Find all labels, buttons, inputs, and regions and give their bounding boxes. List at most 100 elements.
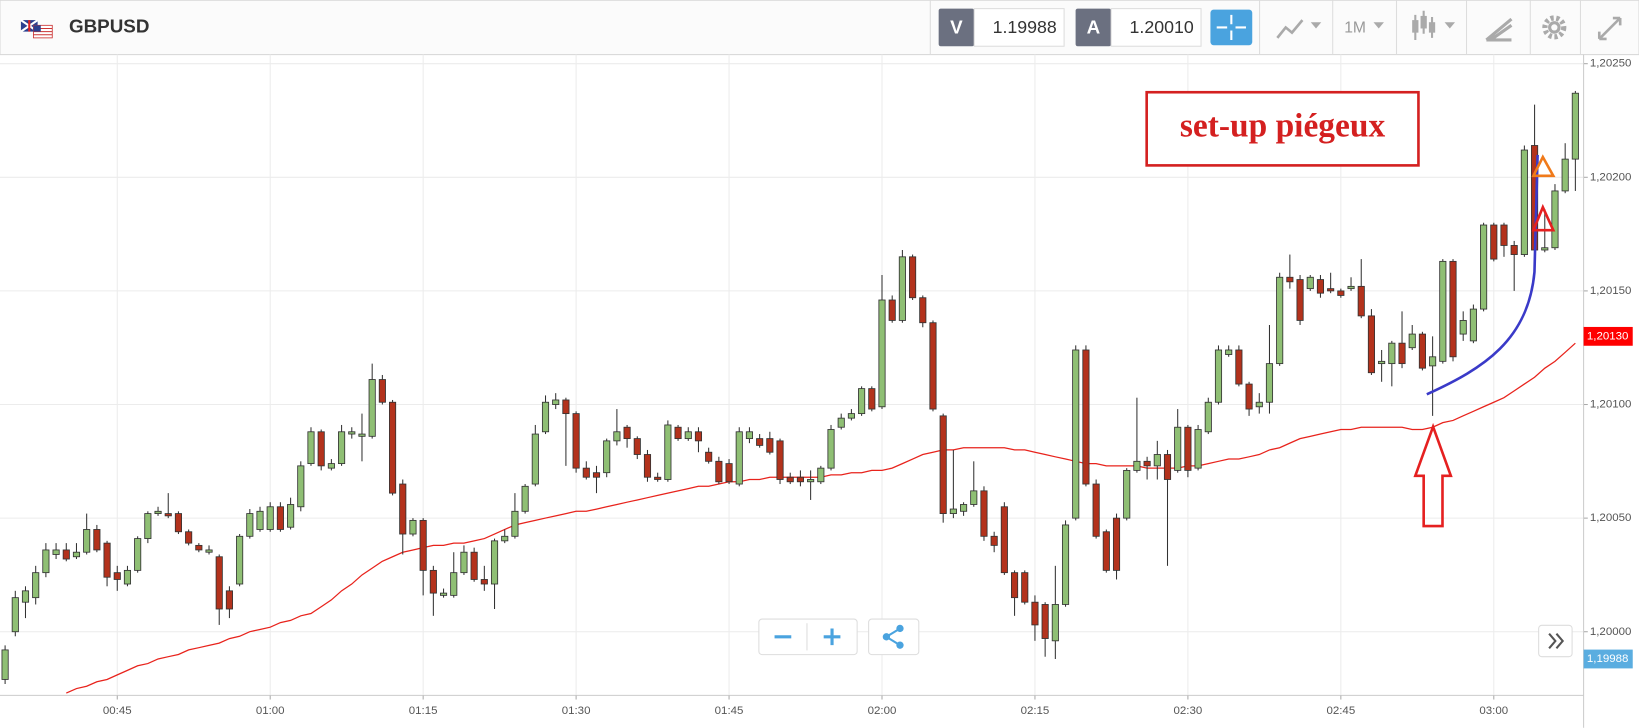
- candle-body: [1123, 469, 1131, 519]
- candle-body: [1439, 260, 1447, 362]
- settings-button[interactable]: [1542, 15, 1567, 40]
- annotation-box: [1145, 90, 1420, 167]
- candle-body: [511, 510, 519, 537]
- candle-body: [562, 399, 570, 415]
- annotation: set-up piégeux: [1180, 107, 1386, 144]
- candle-body: [1520, 149, 1528, 255]
- candle-body: [582, 467, 590, 478]
- candle-body: [643, 454, 652, 478]
- candle-body: [205, 549, 213, 553]
- zoom-in-button[interactable]: [823, 628, 841, 646]
- candle-body: [980, 490, 988, 537]
- candle-body: [42, 549, 50, 574]
- candle-body: [725, 463, 733, 483]
- buy-button[interactable]: [1075, 8, 1112, 47]
- candle-body: [531, 433, 539, 485]
- candle-body: [327, 463, 335, 469]
- candle-body: [460, 551, 468, 574]
- chart-type-button[interactable]: [1276, 19, 1322, 39]
- candle-body: [1041, 604, 1049, 639]
- candle-body: [868, 388, 876, 410]
- candle-body: [705, 451, 713, 462]
- buy-label: A: [1087, 16, 1101, 37]
- candle-body: [1204, 401, 1212, 433]
- candle-body: [1174, 426, 1182, 471]
- candle-body: [358, 433, 366, 437]
- candle-body: [745, 431, 753, 440]
- candle-body: [225, 590, 233, 610]
- candle-body: [735, 431, 743, 485]
- drawn-curve: [1426, 154, 1539, 396]
- candle-body: [490, 540, 499, 585]
- candle-body: [1235, 349, 1243, 385]
- y-tick-label: 1,20100: [1590, 399, 1632, 411]
- candle-body: [317, 431, 325, 467]
- candle-body: [72, 551, 81, 558]
- zoom-controls: [758, 618, 1573, 658]
- candle-body: [592, 472, 601, 478]
- crosshair-button[interactable]: [1210, 9, 1253, 46]
- timeframe-button[interactable]: 1M: [1344, 20, 1366, 37]
- candle-body: [1163, 454, 1172, 480]
- candle-body: [888, 299, 896, 321]
- y-tick-label: 1,20050: [1590, 512, 1632, 524]
- fullscreen-button[interactable]: [1597, 16, 1622, 41]
- candle-body: [470, 551, 478, 580]
- candle-body: [970, 490, 978, 505]
- buy-price: 1.20010: [1130, 17, 1194, 37]
- candle-body: [1469, 308, 1477, 342]
- arrow-up: [1413, 422, 1453, 528]
- candle-body: [287, 504, 295, 528]
- candle-body: [541, 401, 550, 433]
- sell-price-box: [973, 8, 1065, 47]
- candle-body: [960, 504, 968, 512]
- share-button[interactable]: [868, 618, 920, 656]
- sell-button[interactable]: [938, 8, 975, 47]
- candle-body: [1480, 224, 1488, 310]
- candle-body: [154, 510, 162, 514]
- candle-body: [83, 529, 91, 553]
- flag-icon: [20, 19, 53, 39]
- candle-body: [1072, 349, 1080, 519]
- candle-body: [715, 460, 723, 483]
- y-tick-label: 1,20000: [1590, 626, 1632, 638]
- candle-body: [1347, 285, 1355, 290]
- candle-body: [399, 483, 407, 535]
- candle-body: [185, 531, 193, 544]
- candle-body: [1031, 601, 1039, 626]
- zoom-group: [758, 618, 858, 656]
- candle-body: [1184, 426, 1192, 471]
- x-tick-label: 01:15: [409, 705, 438, 717]
- candle-body: [174, 513, 182, 533]
- candle-body: [664, 424, 672, 480]
- candle-body: [786, 476, 794, 483]
- draw-tool-button[interactable]: [1485, 17, 1513, 42]
- candle-body: [847, 413, 855, 419]
- candle-body: [694, 431, 703, 442]
- candle-body: [521, 485, 529, 512]
- candle-body: [1357, 285, 1365, 317]
- candle-body: [1092, 483, 1100, 537]
- candle-body: [378, 379, 386, 403]
- x-tick-label: 01:30: [562, 705, 591, 717]
- candle-body: [1286, 276, 1294, 283]
- symbol: GBPUSD: [69, 15, 149, 36]
- candle-body: [52, 549, 60, 555]
- x-tick-label: 01:45: [715, 705, 744, 717]
- candle-style-button[interactable]: [1412, 10, 1456, 40]
- candle-body: [572, 413, 580, 469]
- candle-body: [939, 415, 947, 514]
- candle-body: [103, 542, 111, 578]
- candle-body: [827, 429, 835, 469]
- candle-body: [1214, 349, 1223, 403]
- candle-body: [276, 506, 284, 530]
- candle-body: [776, 440, 784, 480]
- candle-body: [307, 431, 315, 465]
- candle-body: [684, 431, 692, 440]
- candle-body: [1459, 320, 1467, 335]
- candle-body: [878, 299, 886, 408]
- price-marker-label: 1,19988: [1587, 653, 1629, 665]
- candle-body: [1000, 506, 1008, 574]
- y-tick-label: 1,20250: [1590, 58, 1632, 70]
- candle-body: [93, 529, 101, 551]
